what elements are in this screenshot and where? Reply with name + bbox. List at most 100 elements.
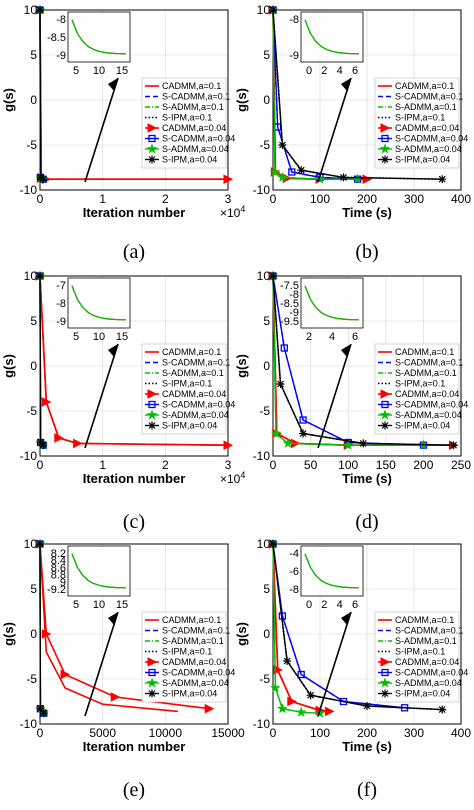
- legend-marker: [146, 409, 158, 420]
- inset-x-tick: 15: [116, 331, 128, 343]
- series-marker: [269, 166, 281, 177]
- y-tick-label: 5: [30, 48, 37, 62]
- series-marker: [438, 175, 447, 184]
- series-marker: [297, 166, 306, 175]
- series-marker: [324, 706, 335, 717]
- x-axis-label: Iteration number: [83, 471, 186, 486]
- panel-a: 0 1 2 3 -10 -5 0 5 10 Iteration number ×104 g(s) (a)…: [1, 3, 245, 263]
- inset-y-tick: -8.5: [47, 32, 66, 44]
- inset-y-tick: -8.5: [280, 298, 299, 310]
- series-marker: [223, 440, 234, 451]
- inset-box: [300, 11, 364, 63]
- panel-letter: (a): [123, 241, 145, 263]
- x-axis-label: Iteration number: [83, 205, 186, 220]
- inset-y-tick: -9.5: [280, 316, 299, 328]
- legend-marker: [381, 668, 389, 677]
- series-marker: [363, 702, 371, 710]
- series-marker: [269, 540, 277, 548]
- series-marker: [299, 416, 307, 424]
- series-marker: [110, 692, 121, 702]
- series-marker: [288, 168, 296, 176]
- y-tick-label: 10: [24, 3, 38, 17]
- series-marker: [297, 670, 305, 679]
- x-axis-exponent: ×104: [220, 204, 245, 220]
- legend-entry: S-CADMM,a=0.04: [162, 400, 235, 410]
- inset-y-tick: -9: [289, 50, 299, 62]
- legend-box: [141, 611, 227, 703]
- y-tick-label: -5: [26, 672, 37, 686]
- y-tick-label: 5: [263, 48, 270, 62]
- y-axis-label: g(s): [1, 354, 16, 378]
- inset-y-tick: -4: [289, 548, 299, 560]
- x-tick-label: 1: [99, 192, 106, 206]
- zoom-arrowhead: [108, 612, 118, 625]
- series-marker: [282, 437, 294, 449]
- legend-box: [374, 343, 460, 435]
- x-axis-label: Time (s): [342, 205, 392, 220]
- inset-y-tick: 9: [60, 577, 66, 589]
- y-tick-label: -10: [253, 449, 271, 463]
- x-axis-label: Time (s): [342, 739, 392, 754]
- inset-x-tick: 6: [352, 599, 358, 611]
- legend-marker: [148, 134, 156, 143]
- series-marker: [270, 427, 282, 439]
- series-marker: [283, 657, 292, 665]
- legend-entry: S-IPM,a=0.1: [395, 647, 445, 657]
- inset-y-tick: -9.2: [47, 584, 66, 596]
- legend-entry: S-IPM,a=0.1: [162, 647, 212, 657]
- legend-entry: CADMM,a=0.04: [395, 657, 459, 667]
- inset-x-tick: 15: [116, 65, 128, 77]
- inset-curve: [304, 285, 360, 321]
- x-tick-label: 300: [404, 726, 424, 740]
- legend-entry: S-ADMM,a=0.04: [395, 144, 462, 154]
- axes-box: [272, 9, 462, 191]
- y-tick-label: 0: [30, 93, 37, 107]
- y-tick-label: 0: [30, 627, 37, 641]
- legend-marker: [381, 134, 389, 143]
- series-marker: [339, 173, 348, 182]
- legend-box: [374, 611, 460, 703]
- series-marker: [287, 696, 297, 707]
- inset-y-tick: -8: [289, 584, 299, 596]
- y-tick-label: 0: [263, 359, 270, 373]
- legend-entry: CADMM,a=0.04: [162, 389, 226, 399]
- x-tick-label: 400: [451, 726, 471, 740]
- legend-box: [141, 77, 227, 169]
- y-tick-label: -10: [20, 449, 38, 463]
- legend-marker: [380, 389, 391, 399]
- legend-entry: S-ADMM,a=0.04: [395, 678, 462, 688]
- inset-y-tick: -7: [56, 280, 66, 292]
- zoom-arrow: [84, 611, 119, 717]
- panel-letter: (d): [355, 511, 378, 533]
- y-tick-label: 10: [24, 537, 38, 551]
- legend-entry: S-ADMM,a=0.1: [395, 102, 457, 112]
- inset-y-tick: -8: [289, 14, 299, 26]
- legend-entry: S-IPM,a=0.1: [162, 113, 212, 123]
- x-tick-label: 0: [270, 458, 277, 472]
- series-marker: [280, 344, 288, 352]
- x-axis-label: Iteration number: [83, 739, 186, 754]
- legend-marker: [146, 677, 158, 688]
- legend-marker: [147, 123, 158, 133]
- x-tick-label: 2: [162, 458, 169, 472]
- legend-entry: CADMM,a=0.1: [395, 81, 454, 91]
- x-tick-label: 10000: [149, 726, 183, 740]
- inset-box: [300, 277, 364, 329]
- inset-x-tick: 6: [352, 65, 358, 77]
- series-marker: [276, 171, 288, 183]
- x-tick-label: 200: [357, 192, 377, 206]
- axes-box: [272, 275, 462, 457]
- y-tick-label: 5: [30, 314, 37, 328]
- inset-y-tick: -9: [289, 307, 299, 319]
- inset-curve: [71, 19, 127, 55]
- x-axis-exponent-power: 4: [240, 204, 245, 214]
- panel-e: 0 5000 10000 15000 -10 -5 0 5 10 Iteration number…: [1, 537, 245, 801]
- series-marker: [295, 706, 307, 717]
- inset-curve: [71, 553, 127, 589]
- legend-entry: S-CADMM,a=0.1: [395, 626, 463, 636]
- x-tick-label: 15000: [211, 726, 245, 740]
- legend-marker: [148, 689, 156, 698]
- x-tick-label: 1: [99, 458, 106, 472]
- x-tick-label: 2: [162, 192, 169, 206]
- axes-box: [272, 543, 462, 725]
